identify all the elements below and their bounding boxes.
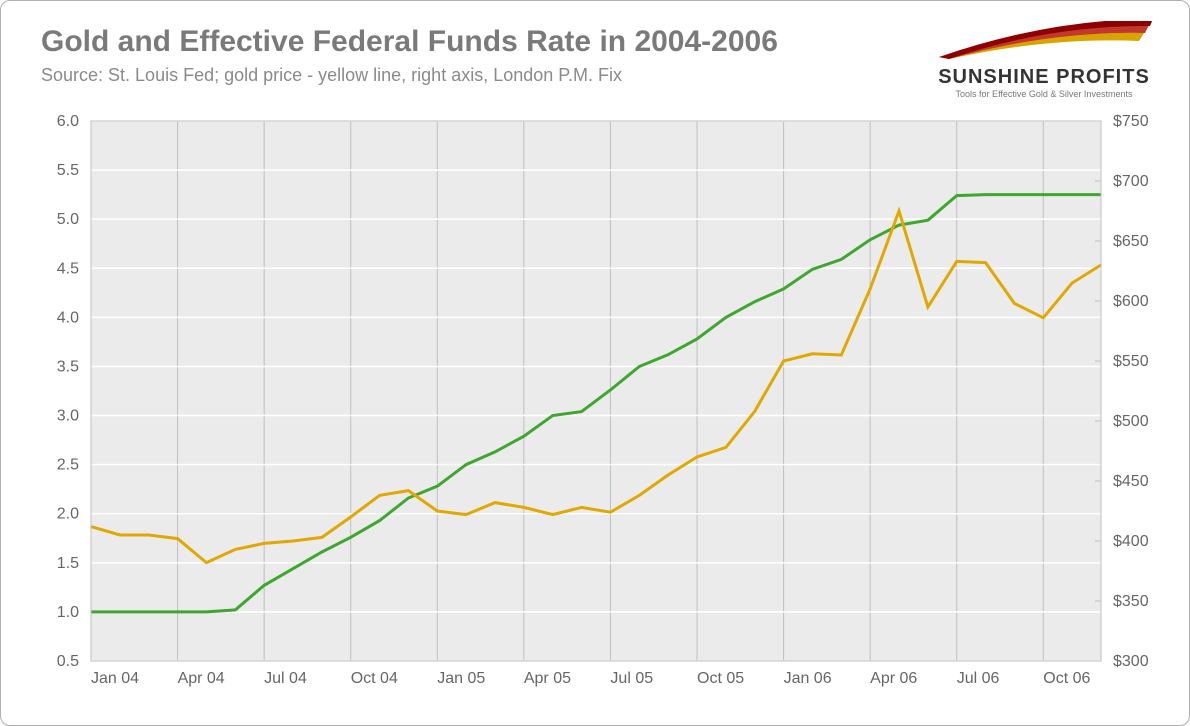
svg-text:6.0: 6.0: [57, 113, 79, 130]
svg-text:4.5: 4.5: [57, 260, 79, 277]
svg-text:Jul 04: Jul 04: [264, 670, 307, 687]
brand-logo: SUNSHINE PROFITS Tools for Effective Gol…: [929, 21, 1159, 99]
svg-text:3.5: 3.5: [57, 358, 79, 375]
svg-text:2.0: 2.0: [57, 506, 79, 523]
logo-text: SUNSHINE PROFITS: [929, 66, 1159, 89]
chart-title: Gold and Effective Federal Funds Rate in…: [41, 25, 778, 59]
svg-text:Oct 04: Oct 04: [351, 670, 398, 687]
svg-text:Apr 05: Apr 05: [524, 670, 571, 687]
svg-text:Apr 06: Apr 06: [870, 670, 917, 687]
svg-text:5.5: 5.5: [57, 162, 79, 179]
svg-text:1.5: 1.5: [57, 555, 79, 572]
svg-text:$600: $600: [1113, 293, 1149, 310]
svg-text:Oct 05: Oct 05: [697, 670, 744, 687]
svg-text:$500: $500: [1113, 413, 1149, 430]
svg-text:Jan 05: Jan 05: [437, 670, 485, 687]
svg-text:Jul 06: Jul 06: [957, 670, 1000, 687]
svg-text:5.0: 5.0: [57, 211, 79, 228]
svg-text:0.5: 0.5: [57, 653, 79, 670]
svg-text:$350: $350: [1113, 593, 1149, 610]
chart-card: Gold and Effective Federal Funds Rate in…: [0, 0, 1190, 726]
svg-text:3.0: 3.0: [57, 408, 79, 425]
svg-text:$300: $300: [1113, 653, 1149, 670]
axis-left: 0.5 1.0 1.5 2.0 2.5 3.0 3.5 4.0 4.5 5.0 5.5 6.0: [57, 113, 79, 670]
svg-text:$550: $550: [1113, 353, 1149, 370]
svg-text:Jan 06: Jan 06: [784, 670, 832, 687]
svg-text:2.5: 2.5: [57, 457, 79, 474]
svg-text:$450: $450: [1113, 473, 1149, 490]
logo-swoosh-icon: [929, 21, 1159, 61]
svg-text:$400: $400: [1113, 533, 1149, 550]
svg-text:$750: $750: [1113, 113, 1149, 130]
axis-right: $300 $350 $400 $450 $500 $550 $600 $650 $700 $750: [1113, 113, 1149, 670]
svg-text:4.0: 4.0: [57, 309, 79, 326]
svg-text:Oct 06: Oct 06: [1043, 670, 1090, 687]
svg-text:Apr 04: Apr 04: [178, 670, 225, 687]
axis-bottom: Jan 04 Apr 04 Jul 04 Oct 04 Jan 05 Apr 05 Jul …: [91, 670, 1091, 687]
chart-plot: 0.51.01.52.02.53.03.54.04.55.05.56.0 $30…: [91, 121, 1101, 661]
logo-tagline: Tools for Effective Gold & Silver Invest…: [929, 89, 1159, 99]
svg-text:1.0: 1.0: [57, 604, 79, 621]
svg-text:$650: $650: [1113, 233, 1149, 250]
svg-text:$700: $700: [1113, 173, 1149, 190]
svg-text:Jul 05: Jul 05: [610, 670, 653, 687]
svg-text:Jan 04: Jan 04: [91, 670, 139, 687]
chart-subtitle: Source: St. Louis Fed; gold price - yell…: [41, 65, 622, 86]
